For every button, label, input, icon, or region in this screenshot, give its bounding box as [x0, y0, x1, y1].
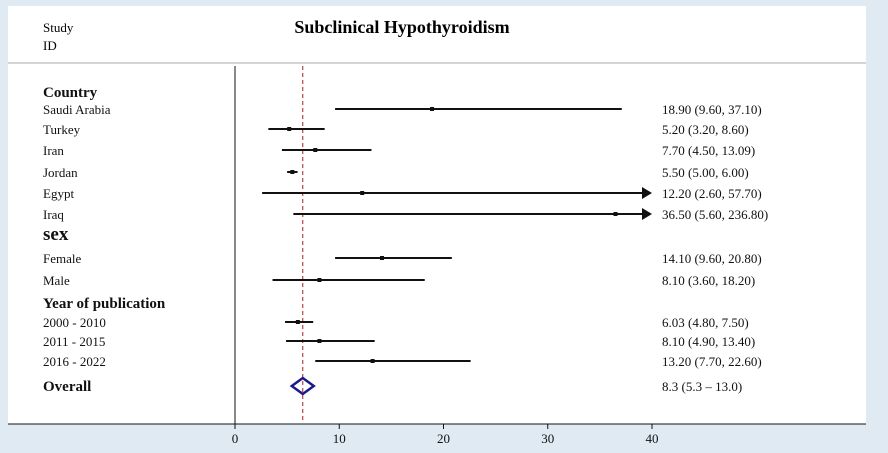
study-label: 2011 - 2015 — [43, 334, 105, 349]
group-label: Country — [43, 85, 98, 101]
point-estimate — [317, 339, 322, 343]
estimate-text: 5.50 (5.00, 6.00) — [662, 165, 749, 180]
estimate-text: 8.10 (3.60, 18.20) — [662, 273, 755, 288]
point-estimate — [360, 191, 365, 195]
study-label: Male — [43, 273, 70, 288]
point-estimate — [379, 256, 384, 260]
point-estimate — [295, 320, 300, 324]
group-label: Year of publication — [43, 296, 166, 312]
estimate-text: 18.90 (9.60, 37.10) — [662, 102, 762, 117]
ci-arrow — [642, 187, 652, 199]
point-estimate — [430, 107, 435, 111]
study-label: Iran — [43, 143, 64, 158]
chart-title: Subclinical Hypothyroidism — [294, 17, 509, 37]
estimate-text: 6.03 (4.80, 7.50) — [662, 315, 749, 330]
study-label: Egypt — [43, 186, 74, 201]
id-header-label: ID — [43, 38, 57, 53]
x-tick-label: 0 — [232, 431, 239, 446]
estimate-text: 12.20 (2.60, 57.70) — [662, 186, 762, 201]
point-estimate — [613, 212, 618, 216]
overall-estimate-text: 8.3 (5.3 – 13.0) — [662, 379, 742, 394]
study-label: 2000 - 2010 — [43, 315, 106, 330]
overall-diamond — [289, 376, 316, 396]
point-estimate — [287, 127, 292, 131]
x-tick-label: 30 — [541, 431, 554, 446]
study-label: Female — [43, 251, 81, 266]
estimate-text: 36.50 (5.60, 236.80) — [662, 207, 768, 222]
estimate-text: 13.20 (7.70, 22.60) — [662, 354, 762, 369]
study-label: 2016 - 2022 — [43, 354, 106, 369]
study-label: Turkey — [43, 122, 81, 137]
point-estimate — [290, 170, 295, 174]
overall-label: Overall — [43, 379, 91, 395]
estimate-text: 5.20 (3.20, 8.60) — [662, 122, 749, 137]
point-estimate — [313, 148, 318, 152]
study-header-label: Study — [43, 20, 74, 35]
point-estimate — [317, 278, 322, 282]
point-estimate — [370, 359, 375, 363]
estimate-text: 7.70 (4.50, 13.09) — [662, 143, 755, 158]
estimate-text: 14.10 (9.60, 20.80) — [662, 251, 762, 266]
x-tick-label: 40 — [646, 431, 659, 446]
x-axis: 0 10 20 30 40 — [8, 423, 866, 446]
x-tick-label: 10 — [333, 431, 346, 446]
ci-arrow — [642, 208, 652, 220]
study-label: Saudi Arabia — [43, 102, 111, 117]
group-label: sex — [43, 224, 69, 245]
estimate-text: 8.10 (4.90, 13.40) — [662, 334, 755, 349]
x-tick-label: 20 — [437, 431, 450, 446]
study-label: Iraq — [43, 207, 64, 222]
study-label: Jordan — [43, 165, 78, 180]
